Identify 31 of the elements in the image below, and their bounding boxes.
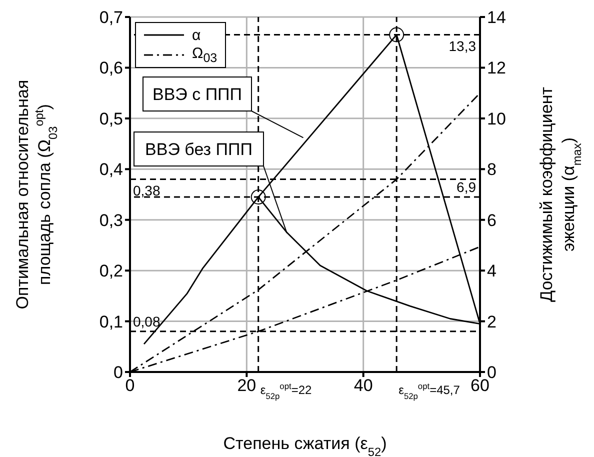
annotation: ВВЭ с ППП bbox=[152, 85, 242, 104]
y2-tick-label: 14 bbox=[487, 8, 506, 28]
y2-tick-label: 10 bbox=[487, 109, 506, 128]
ref-line-label: 0,08 bbox=[133, 313, 160, 330]
y2-tick-label: 8 bbox=[487, 160, 496, 180]
y2-tick-label: 4 bbox=[487, 262, 496, 281]
x-tick-label: 20 bbox=[237, 376, 256, 396]
y-tick-label: 0,6 bbox=[99, 58, 123, 78]
y-tick-label: 0,7 bbox=[99, 8, 123, 28]
ref-line-label: ε$_{52p}$$^{opt}$=45,7 bbox=[398, 381, 460, 401]
y-tick-label: 0,5 bbox=[99, 109, 123, 128]
x-tick-label: 0 bbox=[125, 376, 135, 396]
y-tick-label: 0,1 bbox=[99, 312, 123, 332]
y2-tick-label: 2 bbox=[487, 312, 496, 332]
y-tick-label: 0,4 bbox=[99, 160, 123, 180]
legend-label: α bbox=[192, 26, 201, 44]
x-axis-title: Степень сжатия (ε$_{52}$) bbox=[223, 434, 387, 457]
ref-line-label: 6,9 bbox=[456, 179, 476, 196]
y2-tick-label: 6 bbox=[487, 210, 496, 230]
annotation: ВВЭ без ППП bbox=[145, 140, 252, 159]
y-tick-label: 0,2 bbox=[99, 262, 123, 281]
x-tick-label: 60 bbox=[470, 376, 490, 396]
y2-tick-label: 12 bbox=[487, 58, 506, 78]
legend-label: Ω$_{03}$ bbox=[192, 45, 218, 65]
y-tick-label: 0,3 bbox=[99, 210, 123, 230]
x-tick-label: 40 bbox=[354, 376, 373, 396]
y2-tick-label: 0 bbox=[487, 363, 496, 382]
y-tick-label: 0 bbox=[114, 363, 123, 382]
ref-line-label: 13,3 bbox=[448, 38, 476, 54]
ref-line-label: 0,38 bbox=[133, 182, 160, 198]
ref-line-label: ε$_{52p}$$^{opt}$=22 bbox=[260, 381, 312, 401]
